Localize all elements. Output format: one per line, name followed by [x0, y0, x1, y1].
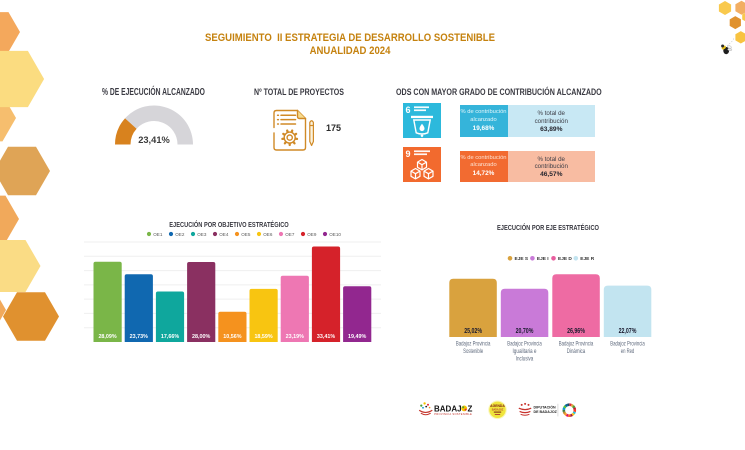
- svg-text:25,02%: 25,02%: [464, 328, 482, 335]
- svg-text:Dinámica: Dinámica: [567, 348, 586, 355]
- svg-text:OE3: OE3: [197, 232, 207, 237]
- svg-text:26,96%: 26,96%: [567, 328, 585, 335]
- svg-text:22,07%: 22,07%: [619, 328, 637, 335]
- svg-text:OE1: OE1: [153, 232, 163, 237]
- svg-text:EJE R: EJE R: [580, 256, 594, 262]
- svg-text:Sostenible: Sostenible: [463, 348, 483, 355]
- svg-text:OE7: OE7: [285, 232, 295, 237]
- svg-text:33,41%: 33,41%: [317, 334, 335, 340]
- svg-text:OE10: OE10: [329, 232, 341, 237]
- svg-text:OE2: OE2: [175, 232, 185, 237]
- svg-text:6: 6: [406, 105, 411, 115]
- svg-text:28,09%: 28,09%: [98, 334, 116, 340]
- svg-text:Badajoz Provincia: Badajoz Provincia: [507, 341, 542, 348]
- svg-text:DIPUTACIÓN: DIPUTACIÓN: [534, 404, 556, 409]
- svg-text:10,56%: 10,56%: [223, 334, 241, 340]
- svg-text:28,00%: 28,00%: [192, 334, 210, 340]
- svg-text:EJE D: EJE D: [558, 256, 572, 262]
- svg-text:19,49%: 19,49%: [348, 334, 366, 340]
- svg-text:Igualitaria e: Igualitaria e: [513, 348, 537, 355]
- svg-text:OE5: OE5: [241, 232, 251, 237]
- svg-text:AGENDA: AGENDA: [490, 404, 505, 408]
- svg-text:23,19%: 23,19%: [286, 334, 304, 340]
- svg-text:DE BADAJOZ: DE BADAJOZ: [534, 410, 558, 414]
- svg-text:OE6: OE6: [263, 232, 273, 237]
- svg-text:EJE I: EJE I: [537, 256, 549, 262]
- svg-text:BADAJOZ: BADAJOZ: [492, 409, 504, 412]
- svg-text:18,59%: 18,59%: [254, 334, 272, 340]
- svg-text:23,73%: 23,73%: [130, 334, 148, 340]
- svg-text:BADAJ: BADAJ: [434, 404, 462, 413]
- svg-text:EJE S: EJE S: [515, 256, 529, 262]
- svg-text:9: 9: [406, 149, 411, 159]
- svg-text:17,66%: 17,66%: [161, 334, 179, 340]
- svg-text:PROVINCIA SOSTENIBLE: PROVINCIA SOSTENIBLE: [434, 412, 472, 416]
- svg-text:Inclusiva: Inclusiva: [516, 356, 534, 363]
- svg-text:Badajoz Provincia: Badajoz Provincia: [610, 341, 645, 348]
- svg-text:en Red: en Red: [621, 348, 635, 355]
- svg-text:20,70%: 20,70%: [516, 328, 534, 335]
- svg-text:OE9: OE9: [307, 232, 317, 237]
- svg-text:Badajoz Provincia: Badajoz Provincia: [559, 341, 594, 348]
- svg-text:Badajoz Provincia: Badajoz Provincia: [456, 341, 491, 348]
- svg-text:OE4: OE4: [219, 232, 229, 237]
- svg-text:Z: Z: [468, 404, 473, 413]
